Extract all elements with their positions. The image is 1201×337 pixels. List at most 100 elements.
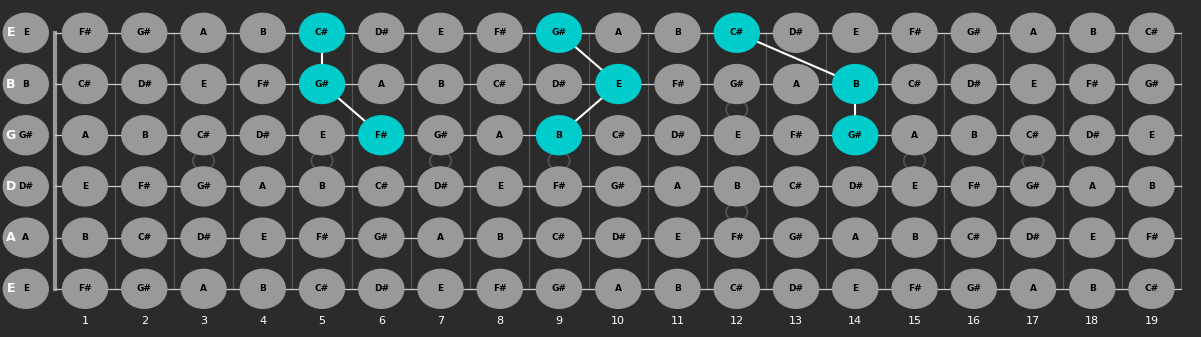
Circle shape — [1010, 65, 1056, 103]
Text: 15: 15 — [908, 315, 921, 326]
Text: C#: C# — [967, 233, 981, 242]
Text: B: B — [674, 28, 681, 37]
Circle shape — [1129, 167, 1175, 206]
Circle shape — [1129, 269, 1175, 308]
Text: D#: D# — [789, 28, 803, 37]
Circle shape — [655, 13, 700, 52]
Circle shape — [655, 218, 700, 257]
Text: C#: C# — [492, 80, 507, 89]
Circle shape — [951, 269, 997, 308]
Circle shape — [181, 218, 226, 257]
Circle shape — [892, 218, 937, 257]
Text: E: E — [7, 282, 16, 295]
Text: B: B — [1089, 284, 1095, 293]
Text: B: B — [23, 80, 29, 89]
Text: D#: D# — [670, 131, 685, 140]
Text: B: B — [259, 28, 267, 37]
Circle shape — [359, 269, 404, 308]
Text: E: E — [853, 284, 859, 293]
Text: 18: 18 — [1086, 315, 1099, 326]
Text: D#: D# — [848, 182, 862, 191]
Text: 8: 8 — [496, 315, 503, 326]
Text: E: E — [497, 182, 503, 191]
Text: E: E — [734, 131, 740, 140]
Circle shape — [359, 116, 404, 155]
Circle shape — [240, 218, 286, 257]
Circle shape — [418, 65, 464, 103]
Text: G#: G# — [789, 233, 803, 242]
Circle shape — [596, 13, 641, 52]
Circle shape — [418, 269, 464, 308]
Circle shape — [121, 116, 167, 155]
Circle shape — [832, 269, 878, 308]
Circle shape — [715, 167, 759, 206]
Text: F#: F# — [552, 182, 566, 191]
Circle shape — [62, 218, 108, 257]
Text: F#: F# — [315, 233, 329, 242]
Circle shape — [418, 167, 464, 206]
Text: A: A — [1029, 28, 1036, 37]
Circle shape — [240, 13, 286, 52]
Text: G#: G# — [374, 233, 389, 242]
Text: B: B — [734, 182, 740, 191]
Circle shape — [1070, 13, 1115, 52]
Circle shape — [181, 269, 226, 308]
Circle shape — [477, 167, 522, 206]
Circle shape — [240, 65, 286, 103]
Circle shape — [418, 13, 464, 52]
Circle shape — [715, 116, 759, 155]
Circle shape — [537, 167, 581, 206]
Text: E: E — [7, 26, 16, 39]
Text: E: E — [319, 131, 325, 140]
Text: A: A — [437, 233, 444, 242]
Text: B: B — [1089, 28, 1095, 37]
Circle shape — [4, 65, 48, 103]
Text: B: B — [674, 284, 681, 293]
Circle shape — [892, 13, 937, 52]
Text: 14: 14 — [848, 315, 862, 326]
Text: 7: 7 — [437, 315, 444, 326]
Text: F#: F# — [78, 28, 91, 37]
Circle shape — [4, 269, 48, 308]
Circle shape — [477, 116, 522, 155]
Text: A: A — [23, 233, 29, 242]
Circle shape — [951, 65, 997, 103]
Text: F#: F# — [78, 284, 91, 293]
Circle shape — [773, 13, 819, 52]
Text: 19: 19 — [1145, 315, 1159, 326]
Text: E: E — [259, 233, 265, 242]
Text: B: B — [437, 80, 444, 89]
Text: E: E — [853, 28, 859, 37]
Circle shape — [655, 116, 700, 155]
Circle shape — [299, 13, 345, 52]
Circle shape — [655, 167, 700, 206]
Circle shape — [121, 65, 167, 103]
Text: 12: 12 — [730, 315, 743, 326]
Text: A: A — [1029, 284, 1036, 293]
Text: F#: F# — [967, 182, 980, 191]
Text: D#: D# — [374, 284, 389, 293]
Text: B: B — [556, 131, 562, 140]
Circle shape — [832, 116, 878, 155]
Circle shape — [62, 167, 108, 206]
Circle shape — [596, 65, 641, 103]
Text: E: E — [1148, 131, 1154, 140]
Circle shape — [1070, 218, 1115, 257]
Text: C#: C# — [137, 233, 151, 242]
Circle shape — [299, 269, 345, 308]
Text: F#: F# — [492, 28, 507, 37]
Circle shape — [1070, 167, 1115, 206]
Circle shape — [299, 218, 345, 257]
Text: A: A — [201, 28, 207, 37]
Circle shape — [951, 218, 997, 257]
Text: G#: G# — [1145, 80, 1159, 89]
Circle shape — [537, 116, 581, 155]
Text: C#: C# — [315, 28, 329, 37]
Circle shape — [1070, 65, 1115, 103]
Text: B: B — [318, 182, 325, 191]
Text: 6: 6 — [378, 315, 384, 326]
Circle shape — [1129, 218, 1175, 257]
Text: C#: C# — [611, 131, 626, 140]
Text: B: B — [82, 233, 89, 242]
Text: B: B — [1148, 182, 1155, 191]
